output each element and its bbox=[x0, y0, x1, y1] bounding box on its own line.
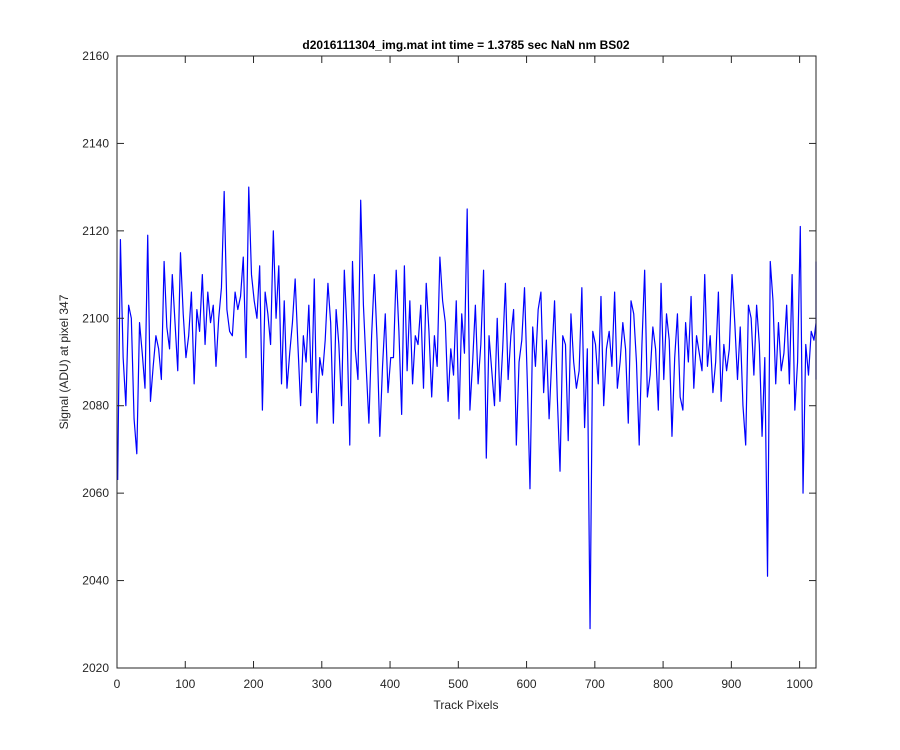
x-tick-label: 800 bbox=[653, 677, 673, 691]
x-tick-label: 900 bbox=[721, 677, 741, 691]
x-axis-label: Track Pixels bbox=[434, 698, 499, 712]
x-tick-label: 0 bbox=[114, 677, 121, 691]
x-tick-label: 700 bbox=[585, 677, 605, 691]
x-tick-label: 400 bbox=[380, 677, 400, 691]
x-tick-label: 600 bbox=[517, 677, 537, 691]
axes-frame bbox=[116, 55, 817, 669]
y-tick-label: 2080 bbox=[82, 399, 109, 413]
x-tick-label: 200 bbox=[244, 677, 264, 691]
y-axis-label: Signal (ADU) at pixel 347 bbox=[57, 294, 71, 429]
series-line-0 bbox=[117, 186, 817, 630]
y-tick-label: 2140 bbox=[82, 136, 109, 150]
series-layer bbox=[117, 186, 817, 630]
x-tick-label: 100 bbox=[175, 677, 195, 691]
y-tick-label: 2100 bbox=[82, 311, 109, 325]
y-tick-label: 2160 bbox=[82, 49, 109, 63]
x-axis: 0 100 200 300 400 500 600 700 800 900 1000 bbox=[114, 56, 813, 691]
x-tick-label: 500 bbox=[448, 677, 468, 691]
x-tick-label: 300 bbox=[312, 677, 332, 691]
plot-area bbox=[117, 56, 816, 668]
x-tick-label: 1000 bbox=[786, 677, 813, 691]
y-tick-label: 2120 bbox=[82, 224, 109, 238]
y-tick-label: 2040 bbox=[82, 574, 109, 588]
y-tick-label: 2060 bbox=[82, 486, 109, 500]
y-axis: 2020 2040 2060 2080 2100 2120 2140 2160 bbox=[82, 49, 816, 675]
y-tick-label: 2020 bbox=[82, 661, 109, 675]
chart-title: d2016111304_img.mat int time = 1.3785 se… bbox=[302, 38, 630, 52]
